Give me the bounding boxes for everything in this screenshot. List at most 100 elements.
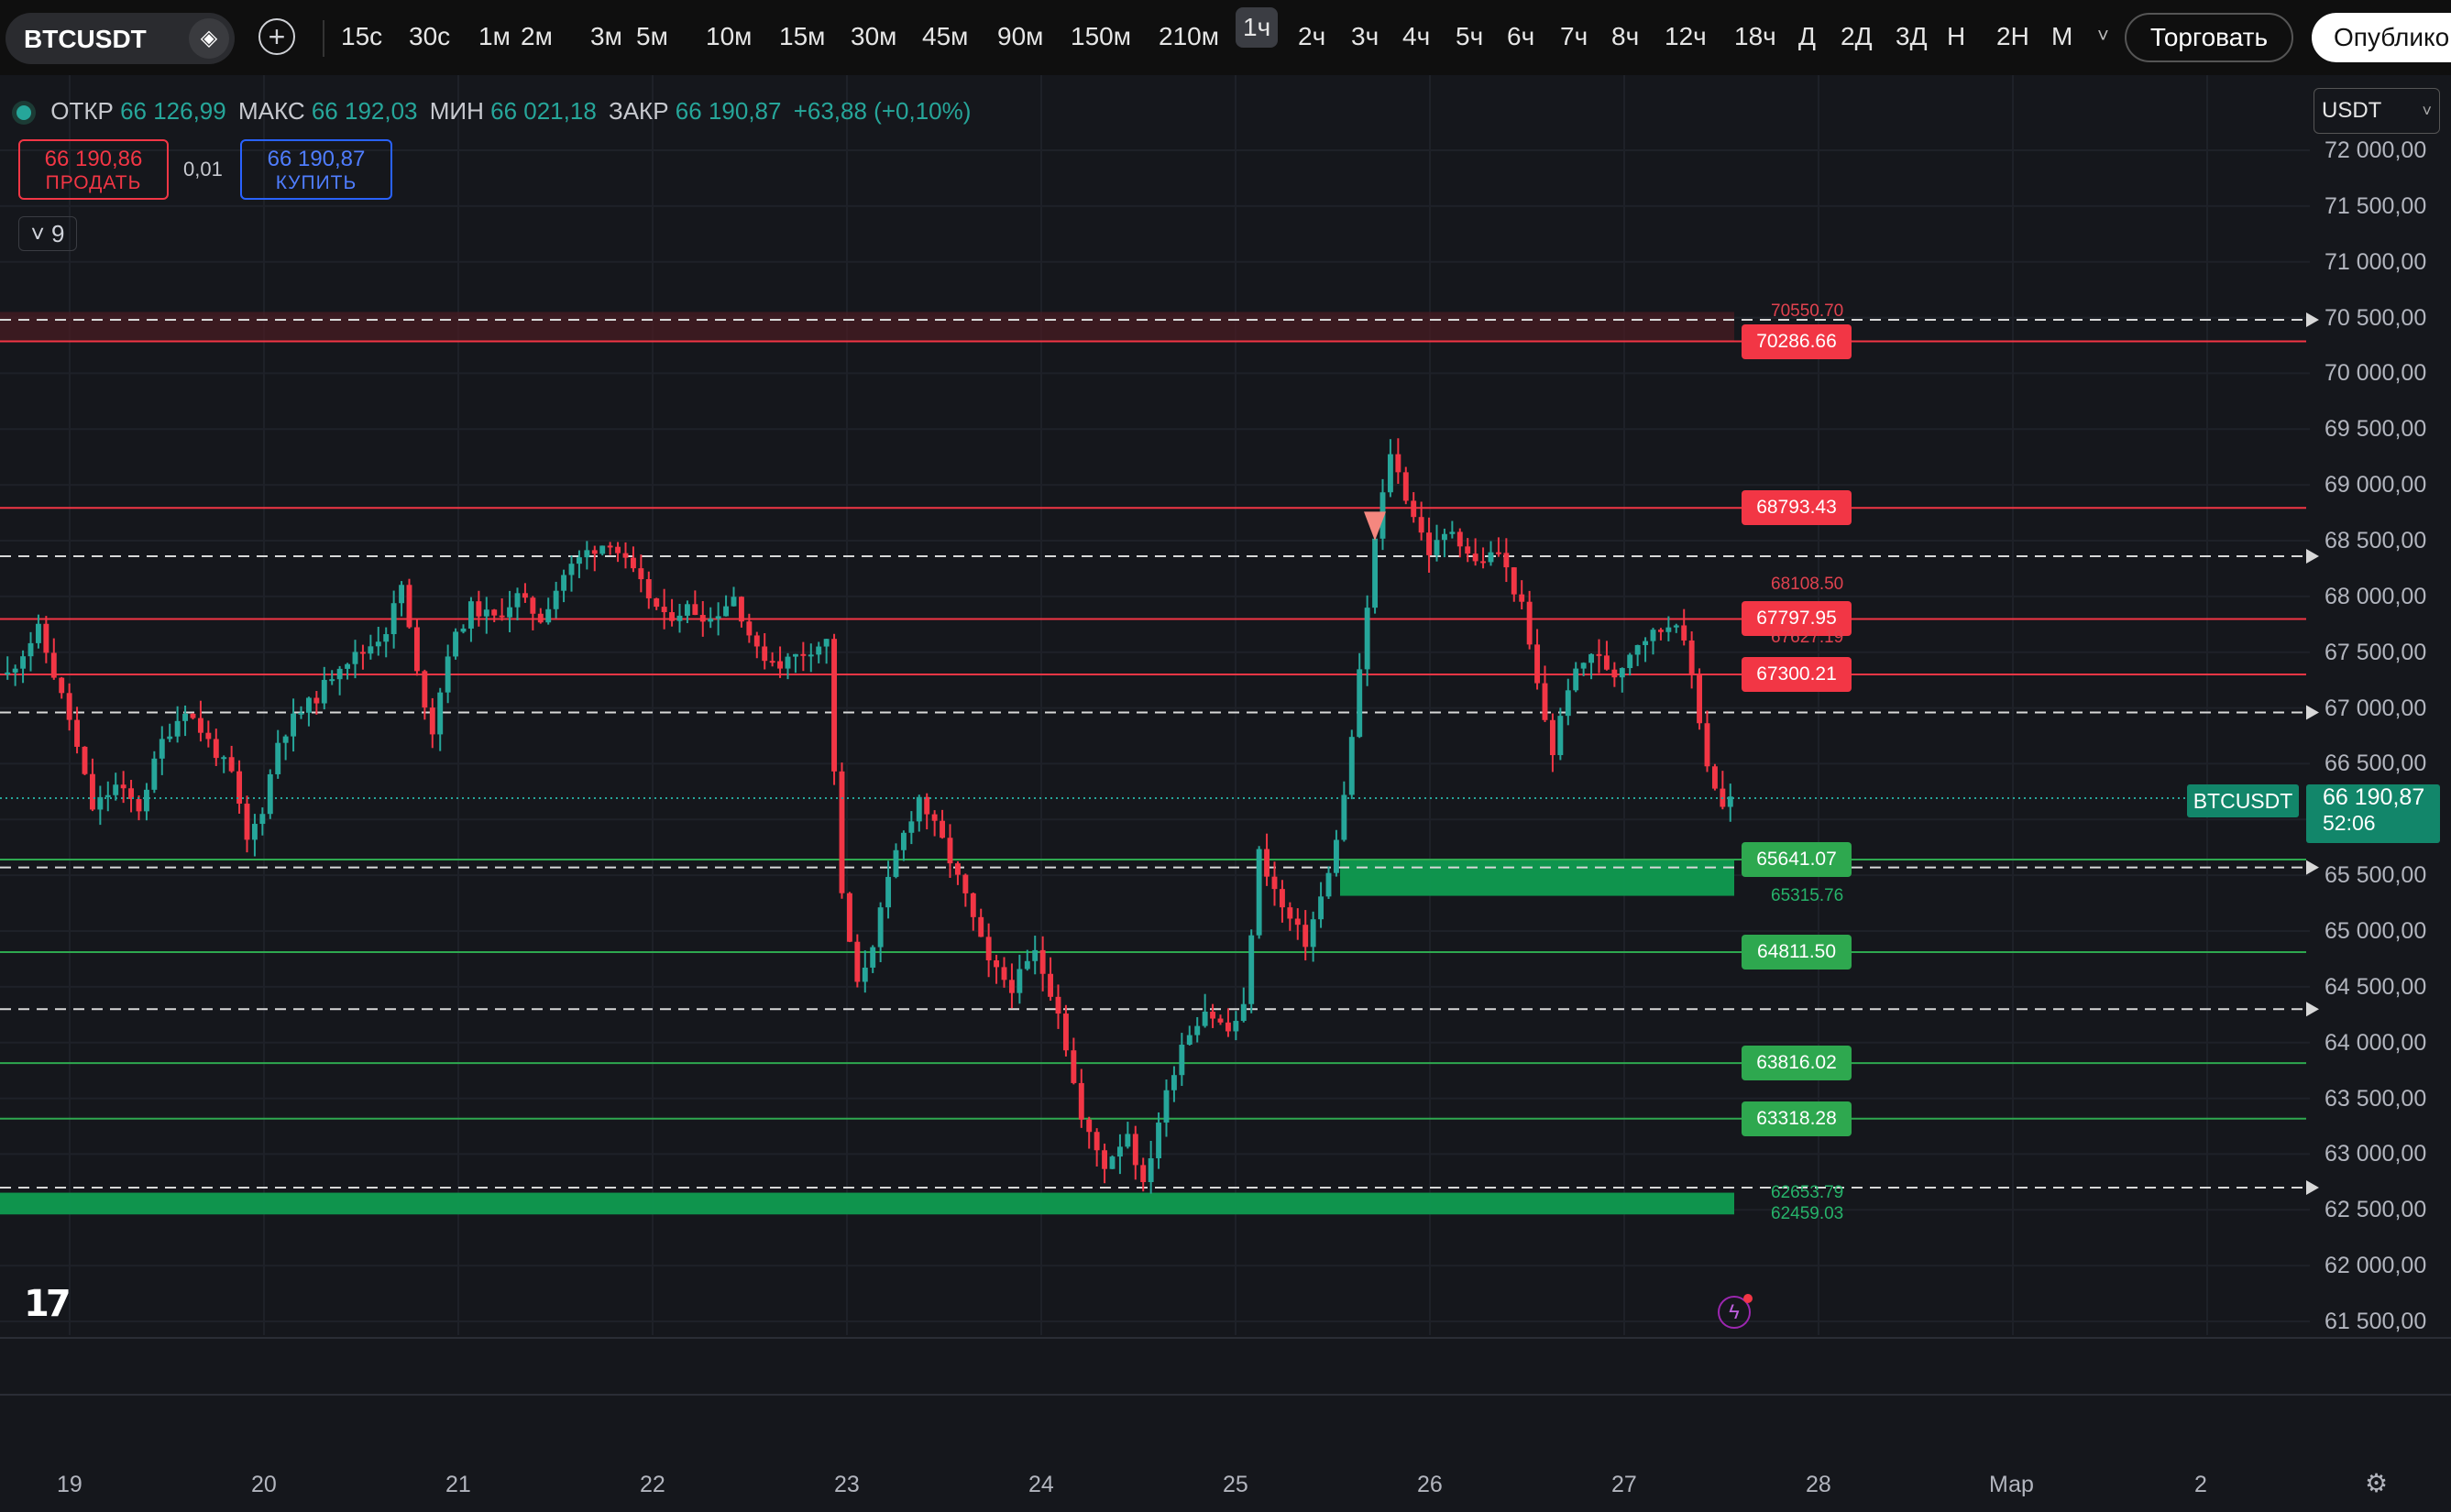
timeframe-10[interactable]: 90м xyxy=(997,22,1044,50)
candle-body xyxy=(1565,690,1571,717)
timeframe-more-icon[interactable]: ˅ xyxy=(2097,24,2109,47)
timeframe-6[interactable]: 10м xyxy=(706,22,753,50)
timeframe-8[interactable]: 30м xyxy=(851,22,897,50)
zone-2 xyxy=(0,312,1734,342)
timeframe-1[interactable]: 30с xyxy=(409,22,451,50)
candle-body xyxy=(1364,608,1370,670)
level-price-label[interactable]: 64811.50 xyxy=(1742,934,1852,970)
candle-body xyxy=(368,646,374,654)
timeframe-12[interactable]: 210м xyxy=(1159,22,1219,50)
price-chart[interactable] xyxy=(0,75,2451,1512)
timeframe-24[interactable]: 2Д xyxy=(1841,22,1873,50)
timeframe-14[interactable]: 2ч xyxy=(1298,22,1326,50)
timeframe-23[interactable]: Д xyxy=(1798,22,1816,50)
candle-body xyxy=(831,639,838,772)
publish-button[interactable]: Опублико xyxy=(2312,13,2451,62)
timeframe-26[interactable]: Н xyxy=(1947,22,1966,50)
candle-body xyxy=(885,876,892,908)
timeframe-4[interactable]: 3м xyxy=(590,22,622,50)
timeframe-7[interactable]: 15м xyxy=(779,22,826,50)
candle-body xyxy=(816,646,822,655)
last-price-symbol-tag: BTCUSDT xyxy=(2187,784,2299,817)
timeframe-15[interactable]: 3ч xyxy=(1351,22,1379,50)
lightning-alert-icon[interactable]: ϟ xyxy=(1718,1294,1753,1329)
high-label: МАКС xyxy=(237,97,305,125)
candle-body xyxy=(1341,794,1347,840)
timeframe-11[interactable]: 150м xyxy=(1071,22,1131,50)
candle-body xyxy=(213,739,219,759)
price-axis-label: 65 500,00 xyxy=(2325,862,2427,889)
candle-body xyxy=(1681,625,1687,641)
indicators-toggle[interactable]: ˅ 9 xyxy=(18,216,77,251)
candle-body xyxy=(89,773,95,810)
date-axis-label: 2 xyxy=(2194,1472,2207,1497)
timeframe-17[interactable]: 5ч xyxy=(1456,22,1484,50)
candle-body xyxy=(1294,918,1301,926)
timeframe-2[interactable]: 1м xyxy=(478,22,511,50)
candle-body xyxy=(823,639,830,647)
buy-button[interactable]: 66 190,87 КУПИТЬ xyxy=(240,139,392,200)
level-arrow-5 xyxy=(2306,1179,2319,1195)
candle-body xyxy=(1102,1150,1108,1169)
timeframe-27[interactable]: 2Н xyxy=(1996,22,2029,50)
candle-body xyxy=(1395,454,1401,473)
candle-body xyxy=(1650,630,1656,641)
candle-body xyxy=(762,646,768,662)
candle-body xyxy=(1210,1011,1216,1019)
timeframe-21[interactable]: 12ч xyxy=(1665,22,1707,50)
level-price-label[interactable]: 67300.21 xyxy=(1742,657,1852,693)
candle-body xyxy=(1256,849,1262,936)
candle-body xyxy=(359,652,366,654)
timeframe-22[interactable]: 18ч xyxy=(1734,22,1776,50)
candle-body xyxy=(460,628,467,632)
currency-value: USDT xyxy=(2322,98,2382,123)
candle-body xyxy=(1511,567,1517,595)
timeframe-28[interactable]: М xyxy=(2051,22,2073,50)
level-arrow-3 xyxy=(2306,860,2319,875)
level-price-label[interactable]: 67797.95 xyxy=(1742,601,1852,637)
timeframe-16[interactable]: 4ч xyxy=(1402,22,1431,50)
chart-area[interactable] xyxy=(0,75,2451,1512)
timeframe-19[interactable]: 7ч xyxy=(1560,22,1588,50)
add-symbol-icon[interactable]: + xyxy=(258,18,295,55)
price-axis-label: 70 000,00 xyxy=(2325,360,2427,387)
candle-body xyxy=(561,575,567,591)
candle-body xyxy=(1240,1003,1247,1022)
candle-body xyxy=(615,546,621,553)
symbol-search-button[interactable]: BTCUSDT ◈ xyxy=(5,13,235,64)
level-price-label[interactable]: 68793.43 xyxy=(1742,490,1852,526)
price-axis-label: 64 000,00 xyxy=(2325,1029,2427,1056)
candle-body xyxy=(777,661,784,669)
level-price-label[interactable]: 63816.02 xyxy=(1742,1046,1852,1081)
timeframe-20[interactable]: 8ч xyxy=(1611,22,1640,50)
candle-body xyxy=(1411,500,1417,518)
timeframe-5[interactable]: 5м xyxy=(636,22,668,50)
candle-body xyxy=(1534,644,1541,684)
level-price-label[interactable]: 65641.07 xyxy=(1742,841,1852,877)
timeframe-18[interactable]: 6ч xyxy=(1507,22,1535,50)
gear-icon[interactable]: ⚙ xyxy=(2365,1469,2389,1497)
date-axis-label: 25 xyxy=(1223,1472,1248,1497)
level-price-label[interactable]: 70286.66 xyxy=(1742,323,1852,359)
candle-body xyxy=(1480,561,1487,564)
currency-select[interactable]: USDT ˅ xyxy=(2314,88,2440,134)
candle-body xyxy=(924,796,930,815)
sell-button[interactable]: 66 190,86 ПРОДАТЬ xyxy=(18,139,169,200)
timeframe-3[interactable]: 2м xyxy=(521,22,553,50)
candle-body xyxy=(1704,723,1710,767)
candle-body xyxy=(507,607,513,618)
candle-body xyxy=(1673,625,1679,628)
tradingview-logo[interactable]: 17 xyxy=(24,1283,71,1325)
level-small-label: 62653.79 xyxy=(1771,1182,1844,1202)
diamond-icon[interactable]: ◈ xyxy=(189,18,229,59)
open-value: 66 126,99 xyxy=(120,97,226,125)
level-price-label[interactable]: 63318.28 xyxy=(1742,1101,1852,1136)
timeframe-25[interactable]: 3Д xyxy=(1896,22,1928,50)
trade-button[interactable]: Торговать xyxy=(2125,13,2293,62)
timeframe-13[interactable]: 1ч xyxy=(1236,7,1279,48)
candle-body xyxy=(1519,594,1525,602)
timeframe-9[interactable]: 45м xyxy=(922,22,969,50)
candle-body xyxy=(313,697,320,704)
candle-body xyxy=(599,545,606,554)
timeframe-0[interactable]: 15с xyxy=(341,22,383,50)
